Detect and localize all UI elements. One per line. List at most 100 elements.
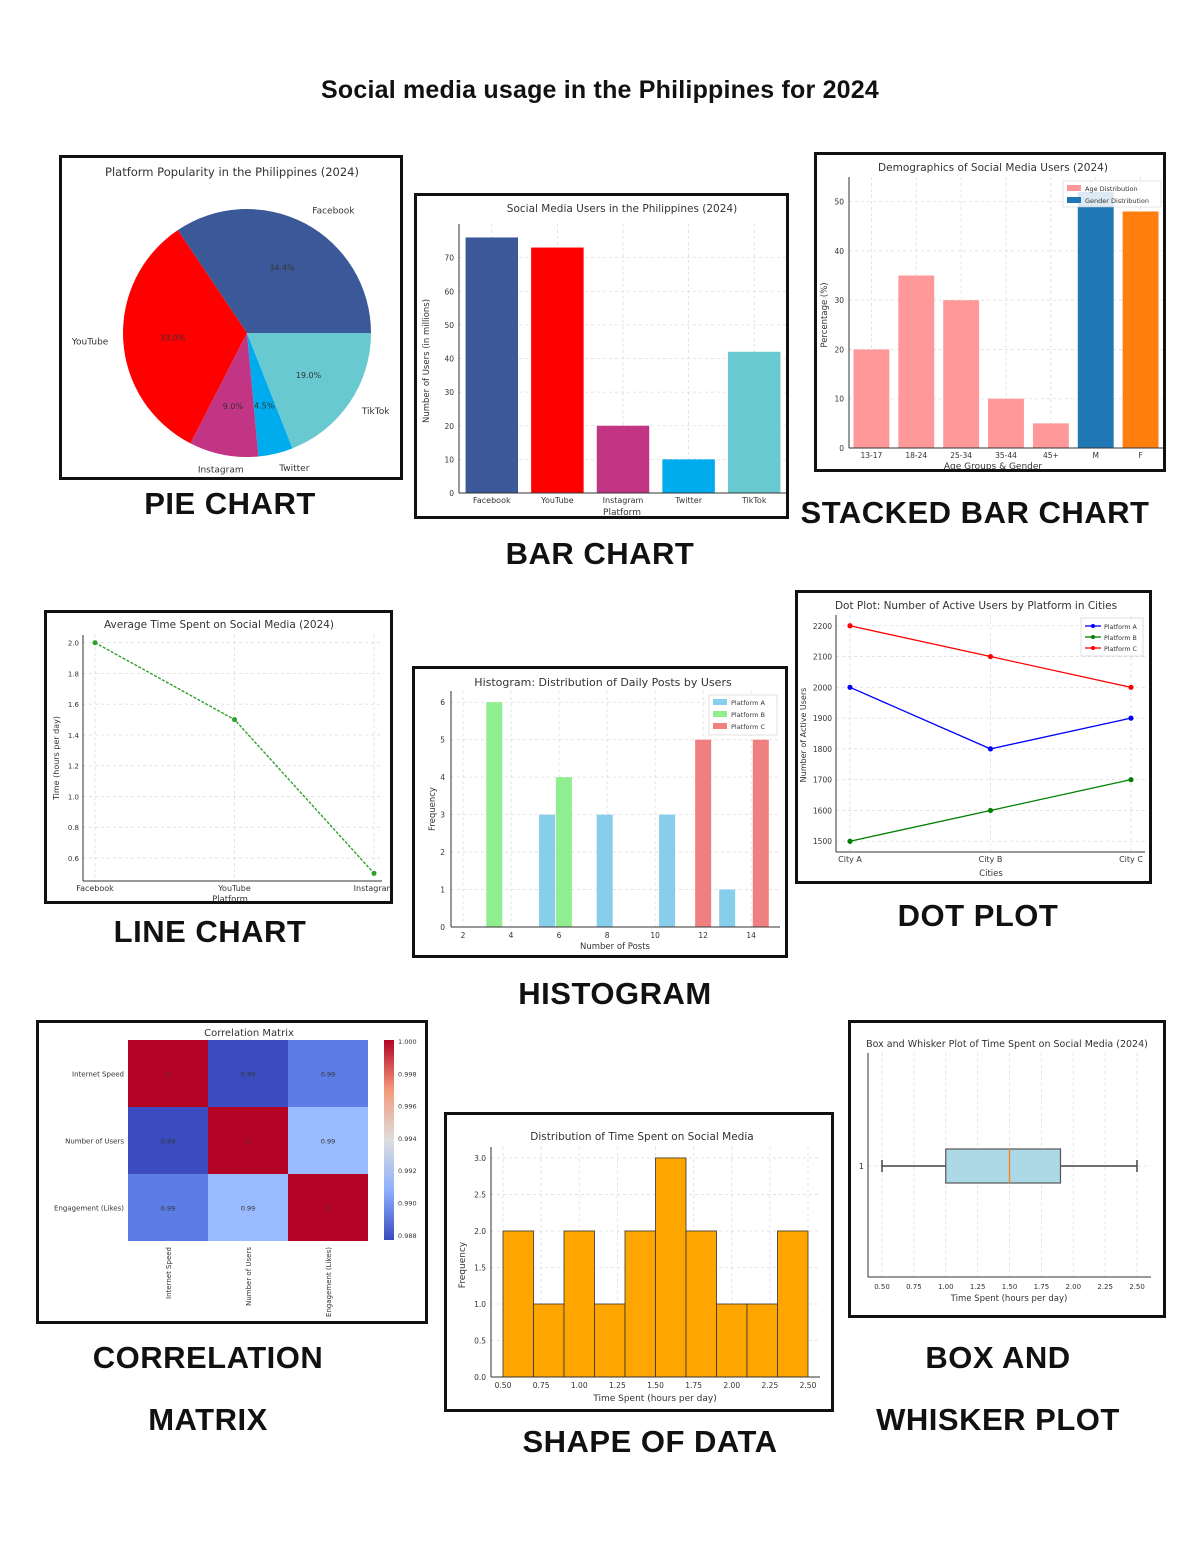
histogram-bin — [746, 1303, 778, 1378]
svg-text:13-17: 13-17 — [861, 451, 883, 460]
shape-of-data-chart: Distribution of Time Spent on Social Med… — [458, 1131, 820, 1404]
heatmap-cell — [128, 1107, 208, 1174]
svg-text:0.75: 0.75 — [533, 1381, 550, 1390]
svg-text:2.25: 2.25 — [1097, 1283, 1113, 1291]
svg-text:Distribution of Time Spent on: Distribution of Time Spent on Social Med… — [530, 1131, 753, 1143]
svg-text:Platform C: Platform C — [731, 723, 765, 731]
hist-bar — [486, 702, 503, 927]
svg-text:5: 5 — [440, 736, 445, 745]
svg-text:Number of Active Users: Number of Active Users — [799, 688, 808, 783]
svg-text:Instagram: Instagram — [354, 884, 390, 893]
histogram-bin — [624, 1230, 656, 1378]
svg-text:1.50: 1.50 — [1002, 1283, 1018, 1291]
svg-text:Age Groups & Gender: Age Groups & Gender — [944, 462, 1043, 469]
svg-text:Platform B: Platform B — [1104, 635, 1137, 642]
bar-facebook — [465, 237, 519, 493]
pie-slice-youtube — [123, 230, 247, 444]
bar-35-44 — [988, 398, 1024, 448]
svg-text:Instagram: Instagram — [603, 496, 644, 505]
svg-text:0.75: 0.75 — [906, 1283, 922, 1291]
svg-text:1.2: 1.2 — [68, 763, 79, 771]
svg-text:1800: 1800 — [813, 745, 832, 754]
svg-text:10: 10 — [444, 455, 454, 464]
svg-text:1.6: 1.6 — [68, 701, 80, 709]
pie-chart-panel: Platform Popularity in the Philippines (… — [59, 155, 403, 480]
heatmap-cell — [208, 1107, 288, 1174]
shape-of-data-label: SHAPE OF DATA — [522, 1424, 778, 1459]
svg-text:1.00: 1.00 — [571, 1381, 588, 1390]
heatmap-cell — [288, 1174, 368, 1241]
histogram-bin — [594, 1303, 626, 1378]
svg-text:City B: City B — [979, 855, 1003, 864]
svg-text:2: 2 — [440, 848, 445, 857]
box-plot-label-line2: WHISKER PLOT — [876, 1402, 1120, 1437]
bar-twitter — [662, 459, 715, 493]
svg-text:10: 10 — [834, 395, 844, 404]
svg-text:1.8: 1.8 — [68, 670, 79, 678]
svg-text:0.99: 0.99 — [241, 1205, 255, 1213]
hist-bar — [695, 739, 712, 927]
svg-text:0.5: 0.5 — [474, 1336, 486, 1345]
svg-text:0.998: 0.998 — [398, 1070, 417, 1078]
bar-M — [1077, 191, 1114, 449]
bar-instagram — [596, 425, 650, 493]
svg-text:F: F — [1138, 451, 1142, 460]
dot-plot-chart: Dot Plot: Number of Active Users by Plat… — [799, 600, 1145, 879]
svg-text:1.25: 1.25 — [970, 1283, 986, 1291]
svg-text:Number of Users: Number of Users — [65, 1138, 124, 1146]
line-chart-panel: Average Time Spent on Social Media (2024… — [44, 610, 393, 904]
svg-text:YouTube: YouTube — [217, 884, 251, 893]
svg-text:30: 30 — [444, 388, 454, 397]
svg-text:2.0: 2.0 — [68, 640, 79, 648]
svg-text:0.988: 0.988 — [398, 1232, 417, 1240]
hist-bar — [596, 814, 613, 927]
svg-text:Correlation Matrix: Correlation Matrix — [204, 1028, 294, 1039]
svg-text:YouTube: YouTube — [540, 496, 574, 505]
iqr-box — [945, 1148, 1062, 1184]
svg-text:1: 1 — [326, 1205, 330, 1213]
svg-text:1: 1 — [859, 1162, 864, 1171]
svg-text:2.5: 2.5 — [474, 1190, 486, 1199]
svg-text:0: 0 — [449, 489, 454, 498]
svg-text:1.4: 1.4 — [68, 732, 80, 740]
svg-text:0.99: 0.99 — [161, 1138, 175, 1146]
shape-of-data-panel: Distribution of Time Spent on Social Med… — [444, 1112, 834, 1412]
svg-text:Dot Plot: Number of Active Use: Dot Plot: Number of Active Users by Plat… — [835, 600, 1117, 612]
svg-text:18-24: 18-24 — [905, 451, 927, 460]
bar-tiktok — [727, 351, 781, 493]
svg-text:25-34: 25-34 — [950, 451, 972, 460]
svg-text:Histogram: Distribution of Dai: Histogram: Distribution of Daily Posts b… — [474, 676, 732, 689]
svg-text:2.00: 2.00 — [1065, 1283, 1081, 1291]
svg-text:1700: 1700 — [813, 776, 832, 785]
svg-text:1: 1 — [440, 886, 445, 895]
svg-text:1600: 1600 — [813, 806, 832, 815]
svg-text:33.0%: 33.0% — [160, 333, 186, 342]
svg-text:0.99: 0.99 — [321, 1071, 335, 1079]
hist-bar — [752, 739, 769, 927]
dot-plot-label: DOT PLOT — [897, 898, 1059, 933]
hist-bar — [539, 814, 556, 927]
hist-bar — [659, 814, 676, 927]
bar-chart-panel: Social Media Users in the Philippines (2… — [414, 193, 789, 519]
svg-text:0.994: 0.994 — [398, 1135, 417, 1143]
svg-text:45+: 45+ — [1043, 451, 1059, 460]
heatmap-cell — [288, 1040, 368, 1107]
svg-text:0.992: 0.992 — [398, 1167, 417, 1175]
pie-slice-twitter — [247, 333, 293, 457]
svg-text:0.99: 0.99 — [161, 1205, 175, 1213]
svg-text:0.0: 0.0 — [474, 1373, 486, 1382]
heatmap-cell — [208, 1174, 288, 1241]
svg-text:1900: 1900 — [813, 714, 832, 723]
svg-text:1.0: 1.0 — [474, 1300, 486, 1309]
histogram-chart: Histogram: Distribution of Daily Posts b… — [428, 676, 780, 952]
svg-text:1.75: 1.75 — [685, 1381, 702, 1390]
svg-text:Frequency: Frequency — [428, 787, 438, 831]
svg-text:City C: City C — [1119, 855, 1143, 864]
hist-bar — [719, 889, 736, 927]
svg-text:1.0: 1.0 — [68, 793, 79, 801]
svg-text:50: 50 — [834, 198, 844, 207]
box-plot-panel: Box and Whisker Plot of Time Spent on So… — [848, 1020, 1166, 1318]
svg-text:Instagram: Instagram — [198, 465, 244, 475]
svg-text:0.8: 0.8 — [68, 824, 79, 832]
svg-text:Platform A: Platform A — [731, 699, 765, 707]
